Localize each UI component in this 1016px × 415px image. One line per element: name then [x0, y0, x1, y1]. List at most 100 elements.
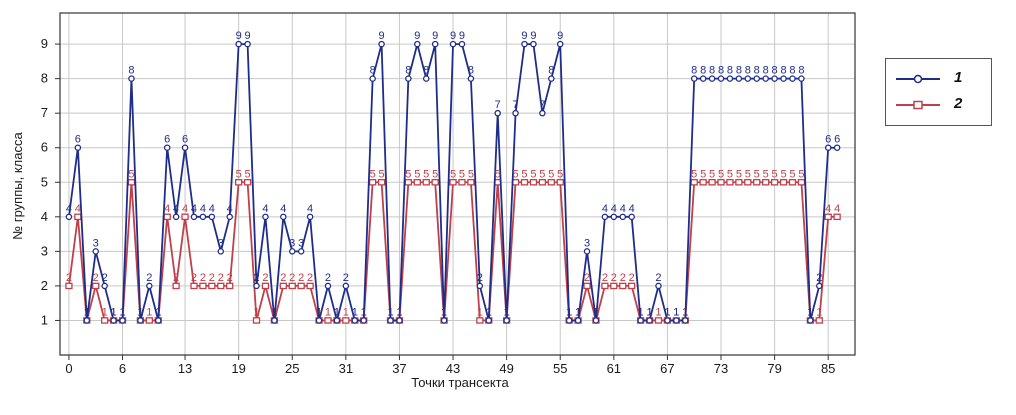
series-1-data-label: 1 — [441, 306, 447, 318]
legend-item-1: 1 — [896, 69, 986, 89]
series-1-point — [271, 317, 278, 324]
series-1-data-label: 1 — [334, 306, 340, 318]
series-1-data-label: 2 — [343, 272, 349, 284]
series-1-data-label: 1 — [396, 306, 402, 318]
series-1-point — [744, 75, 752, 82]
series-2-data-label: 1 — [343, 306, 349, 318]
series-1-point — [628, 213, 635, 221]
series-2-point — [628, 282, 636, 290]
series-1-data-label: 1 — [575, 306, 581, 318]
series-2-point — [127, 179, 136, 186]
series-2-point — [288, 282, 296, 290]
series-1-point — [735, 75, 743, 82]
series-2-point — [252, 317, 261, 324]
series-2-point — [458, 179, 466, 186]
series-1-point — [565, 317, 573, 324]
series-1-data-label: 8 — [709, 65, 715, 77]
series-1-point — [351, 317, 359, 324]
y-tick-label: 3 — [41, 243, 48, 258]
series-1-data-label: 1 — [807, 306, 813, 318]
series-1-point — [816, 282, 823, 290]
series-2-point — [217, 282, 225, 290]
series-1-point — [360, 317, 367, 324]
series-2-point — [476, 317, 484, 324]
series-2-data-label: 1 — [682, 306, 688, 318]
series-2-data-label: 5 — [379, 168, 385, 180]
series-1-point — [101, 282, 108, 290]
series-2-point — [529, 179, 538, 186]
series-2-data-label: 1 — [325, 306, 331, 318]
series-1-data-label: 6 — [834, 134, 840, 146]
series-2-point — [279, 282, 287, 290]
series-1-data-label: 8 — [370, 65, 376, 77]
series-2-data-label: 1 — [119, 306, 125, 318]
series-1-point — [315, 317, 323, 324]
series-1-point — [619, 213, 627, 221]
series-2-point — [762, 179, 770, 186]
series-1-data-label: 4 — [200, 203, 206, 215]
series-1-data-label: 7 — [539, 99, 545, 111]
series-1-point — [807, 317, 814, 324]
series-2-data-label: 5 — [763, 168, 769, 180]
series-2-point — [779, 179, 788, 186]
series-2-point — [208, 282, 216, 290]
series-2-data-label: 5 — [468, 168, 474, 180]
series-2-data-label: 4 — [825, 203, 831, 215]
series-1-data-label: 3 — [584, 237, 590, 249]
series-2-point — [145, 317, 153, 324]
y-axis-ticks: 1 2 3 4 5 6 7 8 9 — [41, 36, 60, 327]
series-2-point — [797, 179, 806, 186]
series-1-point — [280, 213, 287, 221]
series-2-data-label: 2 — [93, 272, 99, 284]
series-1-data-label: 8 — [548, 65, 554, 77]
legend: 1 2 — [885, 58, 992, 126]
series-1-point — [610, 213, 618, 221]
series-1-data-label: 4 — [66, 203, 72, 215]
y-tick-label: 4 — [41, 209, 48, 224]
series-1-point — [539, 109, 546, 117]
x-axis-label: Точки трансекта — [411, 375, 509, 390]
series-1-data-label: 4 — [307, 203, 313, 215]
series-1-data-label: 2 — [253, 272, 259, 284]
series-1-data-label: 1 — [316, 306, 322, 318]
series-1-point — [682, 317, 689, 324]
series-1-point — [556, 40, 564, 48]
series-2-data-label: 5 — [736, 168, 742, 180]
series-2-point — [65, 282, 73, 290]
series-1-point — [181, 144, 189, 151]
series-2-data-label: 1 — [155, 306, 161, 318]
series-1-point — [780, 75, 787, 82]
series-2-point — [717, 179, 725, 186]
series-2-data-label: 2 — [227, 272, 233, 284]
series-1-point — [253, 282, 260, 290]
series-1-data-label: 8 — [128, 65, 134, 77]
series-2-data-label: 2 — [629, 272, 635, 284]
series-2-data-label: 5 — [709, 168, 715, 180]
series-2-data-label: 5 — [718, 168, 724, 180]
series-2-data-label: 5 — [780, 168, 786, 180]
series-2-point — [449, 179, 457, 186]
series-2-point — [306, 282, 314, 290]
series-1-point — [655, 282, 662, 290]
series-2-data-label: 5 — [745, 168, 751, 180]
series-1-data-label: 1 — [361, 306, 367, 318]
series-1-point — [155, 317, 162, 324]
series-2-data-label: 5 — [548, 168, 554, 180]
series-2-data-label: 2 — [602, 272, 608, 284]
series-2-data-label: 5 — [530, 168, 536, 180]
series-1-data-label: 1 — [111, 306, 117, 318]
x-tick-label: 13 — [178, 361, 192, 376]
series-1-data-label: 2 — [477, 272, 483, 284]
series-1-point — [753, 75, 760, 82]
x-tick-label: 19 — [231, 361, 245, 376]
series-2-data-label: 1 — [646, 306, 652, 318]
series-1-point — [65, 213, 73, 221]
legend-swatch-2 — [896, 100, 940, 110]
series-1-point — [244, 40, 251, 48]
series-1-data-label: 7 — [512, 99, 518, 111]
series-1-point — [306, 213, 314, 221]
series-2-data-label: 1 — [477, 306, 483, 318]
series-2-point — [833, 213, 841, 221]
series-1-point — [637, 317, 644, 324]
